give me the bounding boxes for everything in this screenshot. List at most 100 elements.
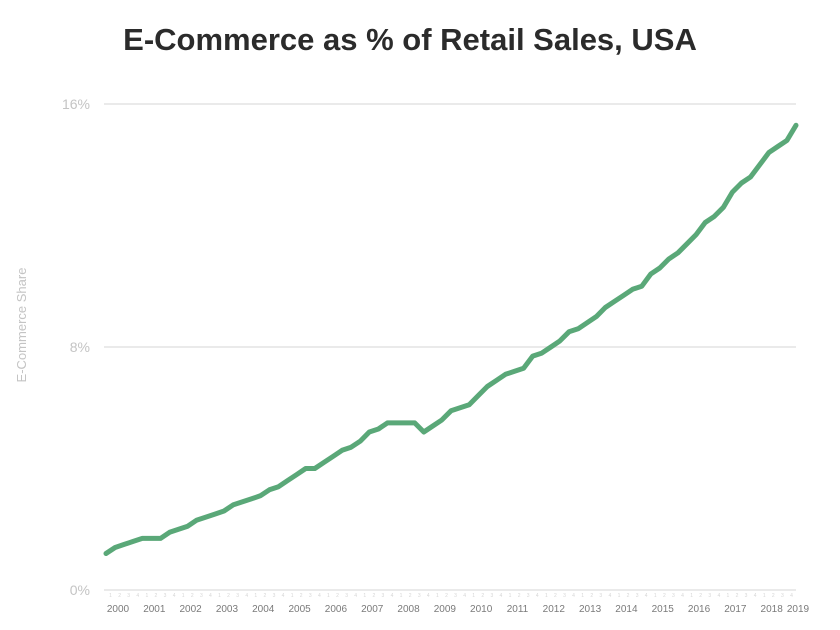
quarter-tick-label: 4 [391, 593, 394, 599]
quarter-tick-label: 4 [608, 593, 611, 599]
quarter-tick-label: 4 [427, 593, 430, 599]
quarter-tick-label: 3 [527, 593, 530, 599]
quarter-tick-label: 4 [282, 593, 285, 599]
quarter-tick-label: 3 [273, 593, 276, 599]
quarter-tick-label: 2 [663, 593, 666, 599]
x-tick-label: 2009 [434, 604, 457, 615]
quarter-tick-label: 4 [645, 593, 648, 599]
x-tick-label: 2012 [543, 604, 566, 615]
quarter-tick-label: 1 [145, 593, 148, 599]
quarter-tick-label: 1 [182, 593, 185, 599]
quarter-tick-label: 1 [327, 593, 330, 599]
x-tick-label: 2000 [107, 604, 130, 615]
quarter-tick-label: 1 [654, 593, 657, 599]
quarter-tick-label: 2 [590, 593, 593, 599]
quarter-tick-label: 3 [164, 593, 167, 599]
quarter-tick-label: 1 [109, 593, 112, 599]
quarter-tick-label: 1 [690, 593, 693, 599]
y-axis-ticks: 0% 8% 16% [62, 96, 90, 598]
quarter-tick-label: 3 [599, 593, 602, 599]
quarter-tick-label: 3 [345, 593, 348, 599]
chart-title: E-Commerce as % of Retail Sales, USA [123, 22, 697, 57]
x-tick-label: 2002 [180, 604, 203, 615]
quarter-tick-label: 2 [191, 593, 194, 599]
quarter-tick-label: 4 [790, 593, 793, 599]
quarter-tick-label: 3 [672, 593, 675, 599]
x-tick-label: 2018 [761, 604, 784, 615]
quarter-tick-label: 2 [263, 593, 266, 599]
x-tick-label: 2015 [652, 604, 675, 615]
quarter-tick-label: 3 [200, 593, 203, 599]
quarter-tick-label: 4 [500, 593, 503, 599]
gridlines [104, 103, 796, 591]
quarter-tick-label: 1 [400, 593, 403, 599]
quarter-tick-label: 4 [536, 593, 539, 599]
quarter-tick-label: 1 [581, 593, 584, 599]
y-tick-label: 0% [70, 582, 90, 598]
x-tick-label: 2019 [787, 604, 810, 615]
x-tick-label: 2016 [688, 604, 711, 615]
x-tick-label: 2003 [216, 604, 239, 615]
quarter-tick-label: 4 [245, 593, 248, 599]
quarter-tick-label: 3 [382, 593, 385, 599]
x-tick-label: 2005 [288, 604, 311, 615]
quarter-tick-label: 3 [636, 593, 639, 599]
x-tick-label: 2010 [470, 604, 493, 615]
x-tick-label: 2007 [361, 604, 384, 615]
y-axis-label: E-Commerce Share [14, 268, 29, 383]
x-tick-label: 2011 [507, 604, 529, 615]
quarter-tick-label: 4 [717, 593, 720, 599]
quarter-tick-label: 1 [363, 593, 366, 599]
quarter-tick-label: 4 [354, 593, 357, 599]
quarter-tick-label: 4 [572, 593, 575, 599]
quarter-tick-label: 2 [772, 593, 775, 599]
x-tick-label: 2004 [252, 604, 275, 615]
quarter-tick-label: 4 [318, 593, 321, 599]
series-line [103, 122, 799, 556]
quarter-tick-label: 1 [472, 593, 475, 599]
quarter-tick-label: 4 [136, 593, 139, 599]
quarter-tick-label: 2 [372, 593, 375, 599]
quarter-tick-label: 4 [463, 593, 466, 599]
quarter-tick-label: 4 [681, 593, 684, 599]
quarter-tick-label: 2 [699, 593, 702, 599]
quarter-tick-label: 1 [618, 593, 621, 599]
x-tick-label: 2014 [615, 604, 638, 615]
x-tick-label: 2001 [143, 604, 166, 615]
y-tick-label: 16% [62, 96, 90, 112]
quarter-tick-label: 3 [490, 593, 493, 599]
quarter-tick-label: 3 [236, 593, 239, 599]
quarter-tick-label: 3 [708, 593, 711, 599]
quarter-tick-label: 3 [309, 593, 312, 599]
quarter-tick-label: 2 [155, 593, 158, 599]
quarter-tick-label: 3 [781, 593, 784, 599]
quarter-tick-label: 2 [445, 593, 448, 599]
x-tick-label: 2008 [397, 604, 420, 615]
x-tick-label: 2017 [724, 604, 747, 615]
quarter-tick-label: 2 [554, 593, 557, 599]
quarter-tick-label: 3 [127, 593, 130, 599]
quarter-tick-label: 3 [745, 593, 748, 599]
x-tick-label: 2013 [579, 604, 602, 615]
quarter-tick-label: 2 [300, 593, 303, 599]
quarter-tick-label: 1 [254, 593, 257, 599]
quarter-tick-label: 1 [436, 593, 439, 599]
y-tick-label: 8% [70, 339, 90, 355]
quarter-tick-label: 2 [736, 593, 739, 599]
quarter-tick-label: 2 [481, 593, 484, 599]
quarter-tick-label: 1 [763, 593, 766, 599]
quarter-tick-label: 2 [118, 593, 121, 599]
x-axis-ticks: 2000 2001 2002 2003 2004 2005 2006 2007 2008 2009… [107, 604, 810, 615]
quarter-tick-label: 2 [227, 593, 230, 599]
quarter-tick-label: 1 [291, 593, 294, 599]
quarter-tick-label: 2 [336, 593, 339, 599]
quarter-tick-label: 3 [418, 593, 421, 599]
quarter-tick-label: 1 [218, 593, 221, 599]
quarter-tick-label: 4 [173, 593, 176, 599]
quarter-tick-label: 4 [754, 593, 757, 599]
quarter-tick-label: 1 [545, 593, 548, 599]
quarter-tick-label: 2 [409, 593, 412, 599]
quarter-tick-label: 2 [518, 593, 521, 599]
